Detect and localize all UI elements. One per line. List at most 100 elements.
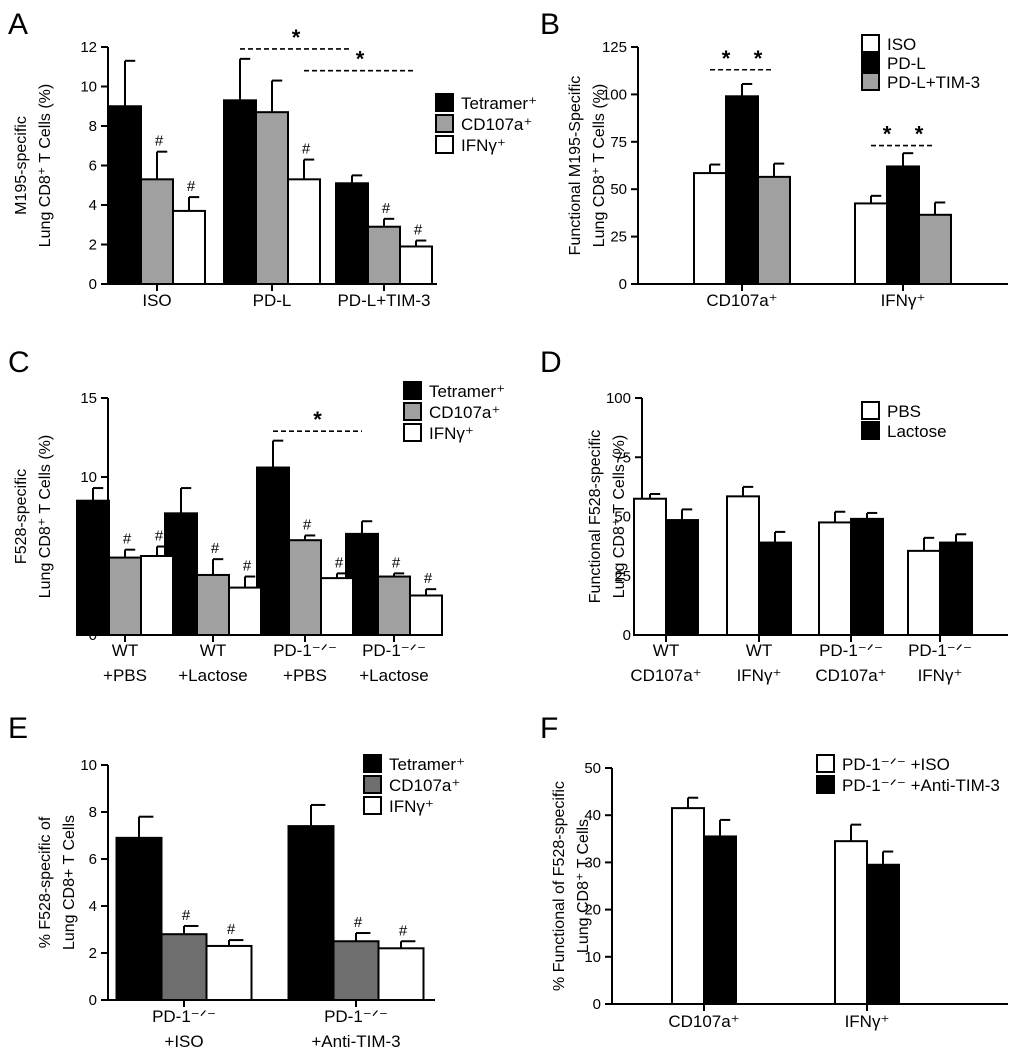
panel-label-A: A xyxy=(8,8,28,41)
bar xyxy=(918,213,952,286)
legend-swatch xyxy=(403,381,422,400)
x-category-label: PD-L+TIM-3 xyxy=(337,291,430,310)
y-tick-label: 15 xyxy=(80,390,97,407)
bar xyxy=(854,202,888,285)
y-tick-label: 10 xyxy=(80,469,97,486)
bar xyxy=(196,573,230,637)
bar xyxy=(907,549,941,636)
bar xyxy=(886,165,920,285)
y-tick-label: 25 xyxy=(614,568,631,585)
legend-swatch xyxy=(363,796,382,815)
legend-label: ISO xyxy=(887,35,916,54)
y-tick-label: 0 xyxy=(593,996,601,1013)
x-category-label: +ISO xyxy=(164,1032,203,1050)
bar xyxy=(693,172,727,285)
y-tick-label: 12 xyxy=(80,39,97,56)
legend-label: Tetramer⁺ xyxy=(461,94,537,113)
x-category-label: WT xyxy=(653,641,679,660)
significance-star: * xyxy=(356,47,365,72)
x-category-label: +Lactose xyxy=(359,666,428,685)
x-category-label: IFNγ⁺ xyxy=(918,666,963,685)
legend-swatch xyxy=(861,401,880,420)
y-tick-label: 50 xyxy=(584,760,601,777)
hash-mark: # xyxy=(399,922,408,939)
hash-mark: # xyxy=(243,558,252,575)
bar xyxy=(115,836,163,1001)
hash-mark: # xyxy=(155,133,164,150)
legend-swatch xyxy=(403,423,422,442)
bar xyxy=(633,497,667,636)
bar xyxy=(671,807,705,1005)
x-category-label: IFNγ⁺ xyxy=(845,1012,890,1031)
legend-swatch xyxy=(363,775,382,794)
y-tick-label: 4 xyxy=(89,197,97,214)
legend-label: PD-1⁻ᐟ⁻ +ISO xyxy=(842,755,950,774)
hash-mark: # xyxy=(227,921,236,938)
bar xyxy=(850,517,884,636)
y-axis-label: Lung CD8⁺ T Cells (%) xyxy=(591,84,608,247)
x-category-label: PD-1⁻ᐟ⁻ xyxy=(819,641,883,660)
x-category-label: PD-1⁻ᐟ⁻ xyxy=(362,641,426,660)
hash-mark: # xyxy=(155,528,164,545)
y-tick-label: 0 xyxy=(619,276,627,293)
legend-swatch xyxy=(816,754,835,773)
x-category-label: CD107a⁺ xyxy=(630,666,701,685)
bar xyxy=(399,245,433,286)
legend-swatch xyxy=(435,93,454,112)
legend-label: Tetramer⁺ xyxy=(429,382,505,401)
hash-mark: # xyxy=(414,222,423,239)
y-tick-label: 2 xyxy=(89,237,97,254)
legend-label: PD-L+TIM-3 xyxy=(887,73,980,92)
y-tick-label: 4 xyxy=(89,898,97,915)
significance-star: * xyxy=(754,46,763,71)
y-axis-label: Lung CD8⁺ T Cells (%) xyxy=(37,435,54,598)
legend-label: IFNγ⁺ xyxy=(389,797,434,816)
hash-mark: # xyxy=(392,554,401,571)
legend-swatch xyxy=(861,421,880,440)
x-category-label: WT xyxy=(112,641,138,660)
bar xyxy=(367,225,401,286)
legend-swatch xyxy=(861,34,880,53)
bar xyxy=(834,840,868,1005)
y-tick-label: 2 xyxy=(89,945,97,962)
bar xyxy=(288,539,322,637)
bar xyxy=(757,175,791,286)
bar xyxy=(377,947,425,1001)
x-category-label: PD-L xyxy=(253,291,292,310)
y-axis-label: Functional F528-specific xyxy=(587,430,604,603)
bar xyxy=(228,586,262,636)
y-tick-label: 10 xyxy=(584,949,601,966)
y-tick-label: 0 xyxy=(89,992,97,1009)
significance-star: * xyxy=(722,46,731,71)
hash-mark: # xyxy=(187,178,196,195)
bar xyxy=(223,99,257,285)
x-category-label: +PBS xyxy=(283,666,327,685)
significance-star: * xyxy=(292,25,301,50)
legend-label: PD-1⁻ᐟ⁻ +Anti-TIM-3 xyxy=(842,776,1000,795)
hash-mark: # xyxy=(303,516,312,533)
y-tick-label: 50 xyxy=(610,181,627,198)
bar xyxy=(140,178,174,285)
y-tick-label: 100 xyxy=(602,86,627,103)
hash-mark: # xyxy=(211,540,220,557)
hash-mark: # xyxy=(354,914,363,931)
bar xyxy=(939,541,973,637)
y-tick-label: 20 xyxy=(584,902,601,919)
panel-label-B: B xyxy=(540,8,560,41)
y-tick-label: 30 xyxy=(584,854,601,871)
bar xyxy=(703,835,737,1005)
legend-label: CD107a⁺ xyxy=(389,776,460,795)
bar xyxy=(866,863,900,1006)
bar xyxy=(256,466,290,636)
bar xyxy=(320,577,354,636)
y-tick-label: 6 xyxy=(89,851,97,868)
y-tick-label: 0 xyxy=(89,276,97,293)
x-category-label: CD107a⁺ xyxy=(668,1012,739,1031)
hash-mark: # xyxy=(123,531,132,548)
x-category-label: WT xyxy=(200,641,226,660)
bar xyxy=(409,594,443,636)
y-tick-label: 25 xyxy=(610,229,627,246)
y-tick-label: 10 xyxy=(80,757,97,774)
hash-mark: # xyxy=(182,907,191,924)
bar xyxy=(160,933,208,1002)
